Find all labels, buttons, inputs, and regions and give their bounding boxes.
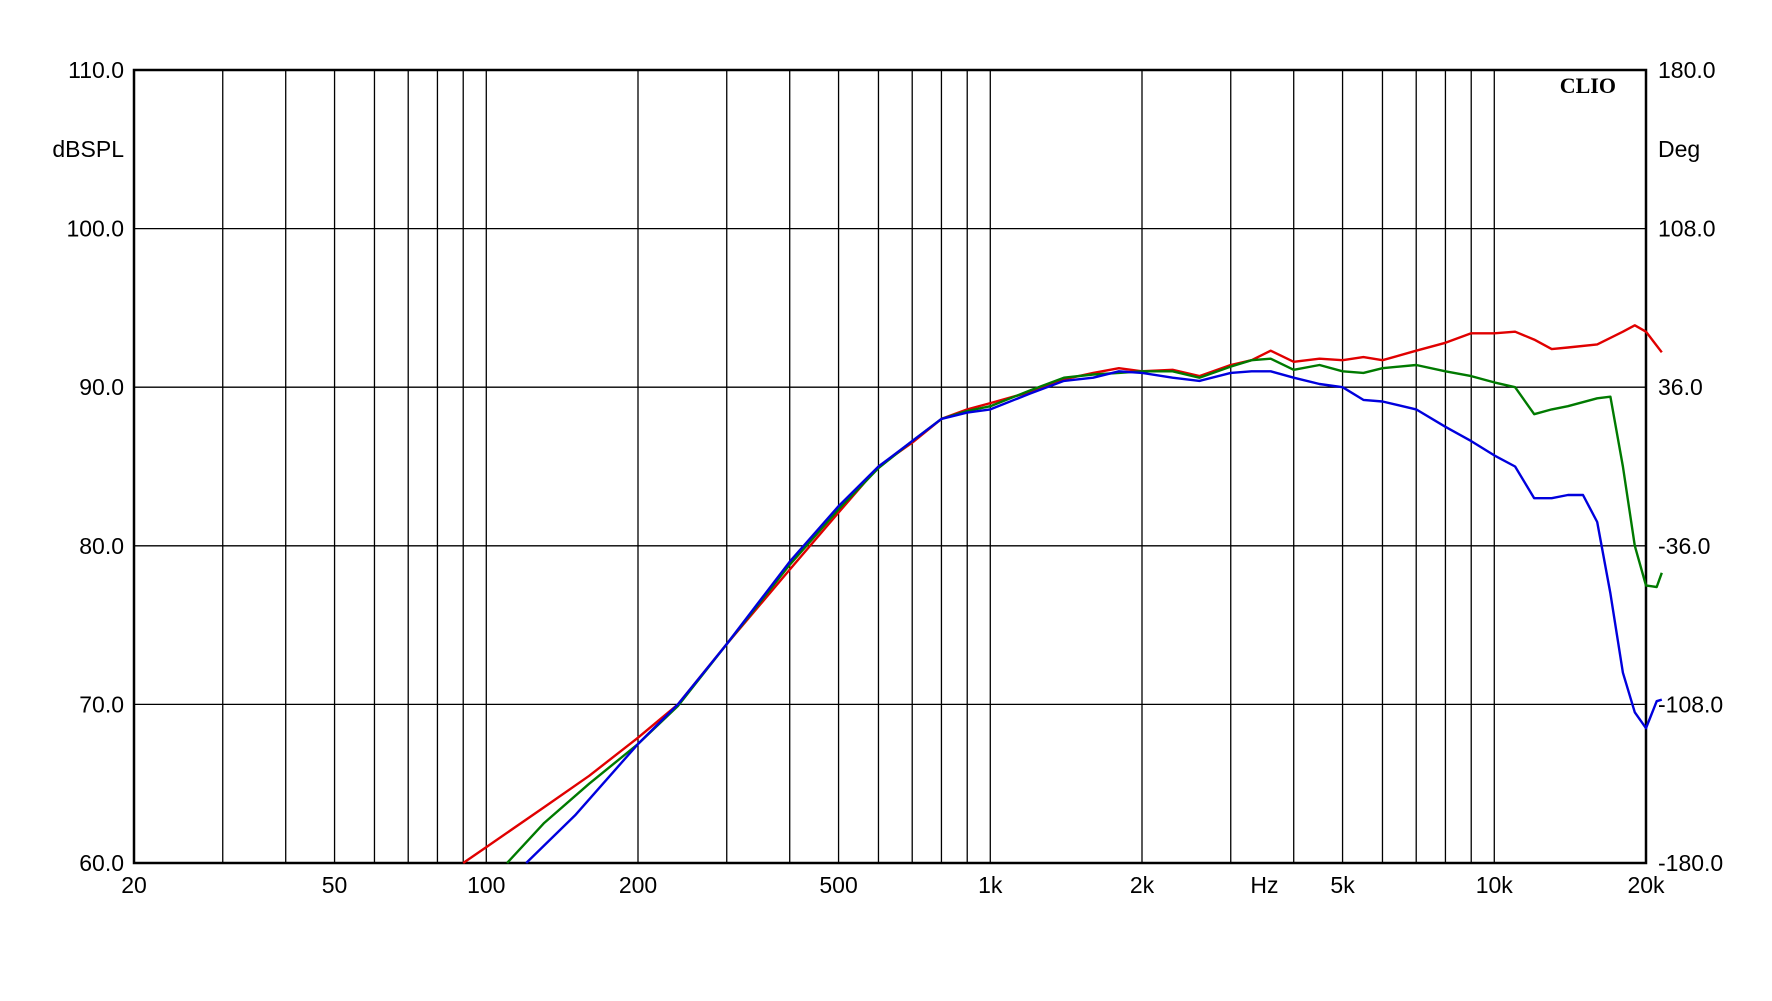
x-tick-label: 20 <box>121 872 147 898</box>
x-tick-label: 5k <box>1330 872 1355 898</box>
series-line-3 <box>525 370 1663 864</box>
x-tick-label: 100 <box>467 872 505 898</box>
y-tick-label-right: -108.0 <box>1658 691 1723 717</box>
y-tick-label-left: 100.0 <box>66 216 124 242</box>
brand-logo-text: CLIO <box>1560 73 1616 98</box>
y-tick-label-left: 90.0 <box>79 374 124 400</box>
series-layer <box>462 324 1663 864</box>
x-tick-labels: 20 50 100 200 500 1k 2k 5k 10k 20k <box>121 872 1665 898</box>
y-tick-label-right: 36.0 <box>1658 374 1703 400</box>
left-tick-labels: 110.0 100.0 90.0 80.0 70.0 60.0 <box>66 57 124 876</box>
x-tick-label: 10k <box>1476 872 1514 898</box>
right-tick-labels: 180.0 108.0 36.0 -36.0 -108.0 -180.0 <box>1658 57 1723 876</box>
y-tick-label-right: 180.0 <box>1658 57 1716 83</box>
y-tick-label-right: 108.0 <box>1658 216 1716 242</box>
series-line-2 <box>506 357 1663 864</box>
y-tick-label-left: 60.0 <box>79 850 124 876</box>
y-tick-label-left: 70.0 <box>79 691 124 717</box>
y-tick-label-left: 110.0 <box>68 57 124 83</box>
x-tick-label: 2k <box>1130 872 1155 898</box>
y-tick-label-right: -36.0 <box>1658 533 1710 559</box>
y-axis-label-left: dBSPL <box>52 136 124 162</box>
x-tick-label: 1k <box>978 872 1003 898</box>
series-line-1 <box>462 324 1663 864</box>
horizontal-grid <box>134 227 1646 706</box>
vertical-grid <box>222 70 1495 863</box>
x-tick-label: 200 <box>619 872 657 898</box>
plot-frame <box>132 68 1648 865</box>
y-tick-label-right: -180.0 <box>1658 850 1723 876</box>
x-tick-label: 50 <box>322 872 348 898</box>
y-axis-label-right: Deg <box>1658 136 1700 162</box>
x-tick-label: 20k <box>1627 872 1665 898</box>
x-tick-label: 500 <box>819 872 857 898</box>
x-axis-label: Hz <box>1250 872 1278 898</box>
y-tick-label-left: 80.0 <box>79 533 124 559</box>
